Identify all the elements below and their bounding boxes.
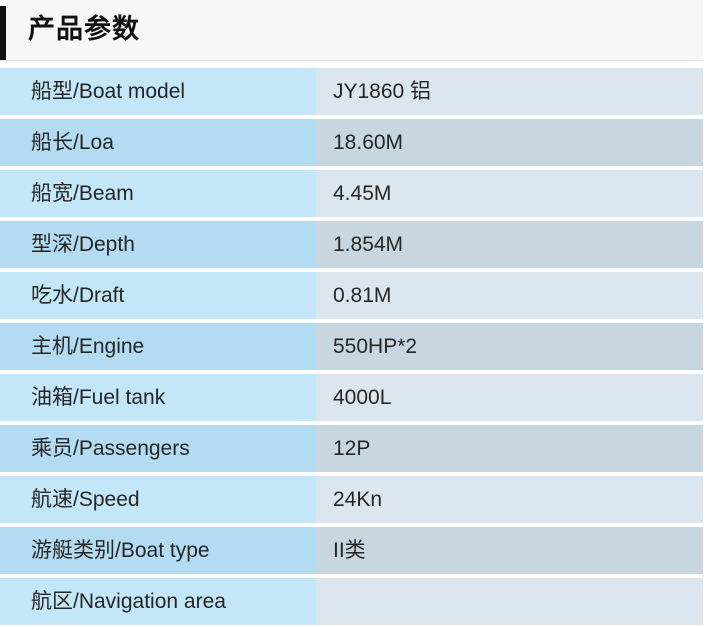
spec-row-boat-type: 游艇类别/Boat type II类 — [0, 527, 703, 574]
spec-value: 24Kn — [316, 476, 703, 523]
spec-value: JY1860 铝 — [316, 68, 703, 115]
section-title: 产品参数 — [28, 14, 140, 45]
spec-label: 型深/Depth — [0, 221, 316, 268]
header-accent-bar — [0, 6, 6, 60]
spec-value: 0.81M — [316, 272, 703, 319]
spec-row-passengers: 乘员/Passengers 12P — [0, 425, 703, 472]
spec-row-depth: 型深/Depth 1.854M — [0, 221, 703, 268]
spec-label: 船长/Loa — [0, 119, 316, 166]
section-header: 产品参数 — [0, 0, 703, 61]
spec-label: 乘员/Passengers — [0, 425, 316, 472]
spec-value — [316, 578, 703, 625]
spec-row-beam: 船宽/Beam 4.45M — [0, 170, 703, 217]
spec-value: 12P — [316, 425, 703, 472]
spec-row-boat-model: 船型/Boat model JY1860 铝 — [0, 68, 703, 115]
spec-table: 船型/Boat model JY1860 铝 船长/Loa 18.60M 船宽/… — [0, 68, 703, 625]
spec-value: 1.854M — [316, 221, 703, 268]
spec-value: 4000L — [316, 374, 703, 421]
spec-row-speed: 航速/Speed 24Kn — [0, 476, 703, 523]
spec-label: 船宽/Beam — [0, 170, 316, 217]
spec-row-navigation-area: 航区/Navigation area — [0, 578, 703, 625]
spec-value: 4.45M — [316, 170, 703, 217]
spec-label: 油箱/Fuel tank — [0, 374, 316, 421]
spec-row-loa: 船长/Loa 18.60M — [0, 119, 703, 166]
spec-value: II类 — [316, 527, 703, 574]
spec-label: 游艇类别/Boat type — [0, 527, 316, 574]
spec-row-fuel-tank: 油箱/Fuel tank 4000L — [0, 374, 703, 421]
spec-label: 船型/Boat model — [0, 68, 316, 115]
spec-label: 主机/Engine — [0, 323, 316, 370]
spec-value: 550HP*2 — [316, 323, 703, 370]
spec-row-draft: 吃水/Draft 0.81M — [0, 272, 703, 319]
spec-value: 18.60M — [316, 119, 703, 166]
spec-label: 航速/Speed — [0, 476, 316, 523]
spec-row-engine: 主机/Engine 550HP*2 — [0, 323, 703, 370]
spec-label: 航区/Navigation area — [0, 578, 316, 625]
spec-label: 吃水/Draft — [0, 272, 316, 319]
